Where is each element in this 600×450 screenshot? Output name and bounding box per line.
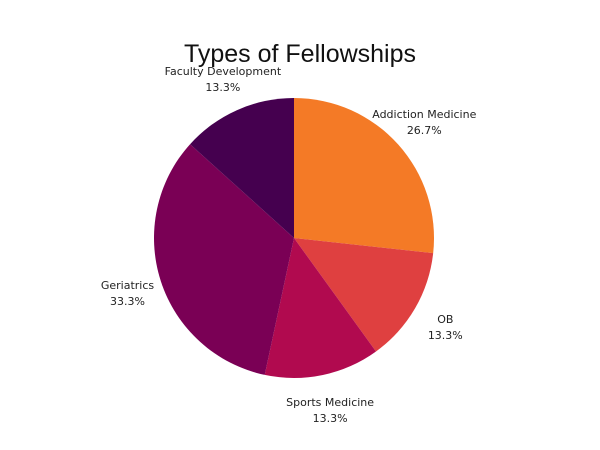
pie-label-ob: OB 13.3% — [428, 313, 463, 342]
pie-label-sports-medicine: Sports Medicine 13.3% — [286, 396, 374, 425]
pie-slice-ob — [294, 238, 434, 352]
pie-label-name: Geriatrics — [101, 279, 155, 292]
pie-slices — [154, 98, 435, 378]
pie-slice-addiction-medicine — [294, 98, 435, 254]
pie-slice-geriatrics — [154, 144, 294, 375]
pie-label-faculty-development: Faculty Development 13.3% — [165, 65, 282, 94]
pie-label-percent: 13.3% — [205, 81, 240, 94]
pie-label-percent: 26.7% — [407, 124, 442, 137]
pie-label-name: Sports Medicine — [286, 396, 374, 409]
pie-label-name: OB — [437, 313, 453, 326]
pie-label-name: Faculty Development — [165, 65, 282, 78]
pie-label-percent: 13.3% — [313, 412, 348, 425]
pie-label-name: Addiction Medicine — [372, 108, 476, 121]
pie-slice-faculty-development — [190, 98, 294, 238]
pie-labels: Addiction Medicine 26.7%OB 13.3%Sports Med… — [101, 65, 477, 425]
chart-title: Types of Fellowships — [184, 40, 416, 68]
pie-label-addiction-medicine: Addiction Medicine 26.7% — [372, 108, 476, 137]
pie-label-percent: 33.3% — [110, 295, 145, 308]
pie-label-percent: 13.3% — [428, 329, 463, 342]
pie-slice-sports-medicine — [264, 238, 376, 378]
pie-label-geriatrics: Geriatrics 33.3% — [101, 279, 155, 308]
